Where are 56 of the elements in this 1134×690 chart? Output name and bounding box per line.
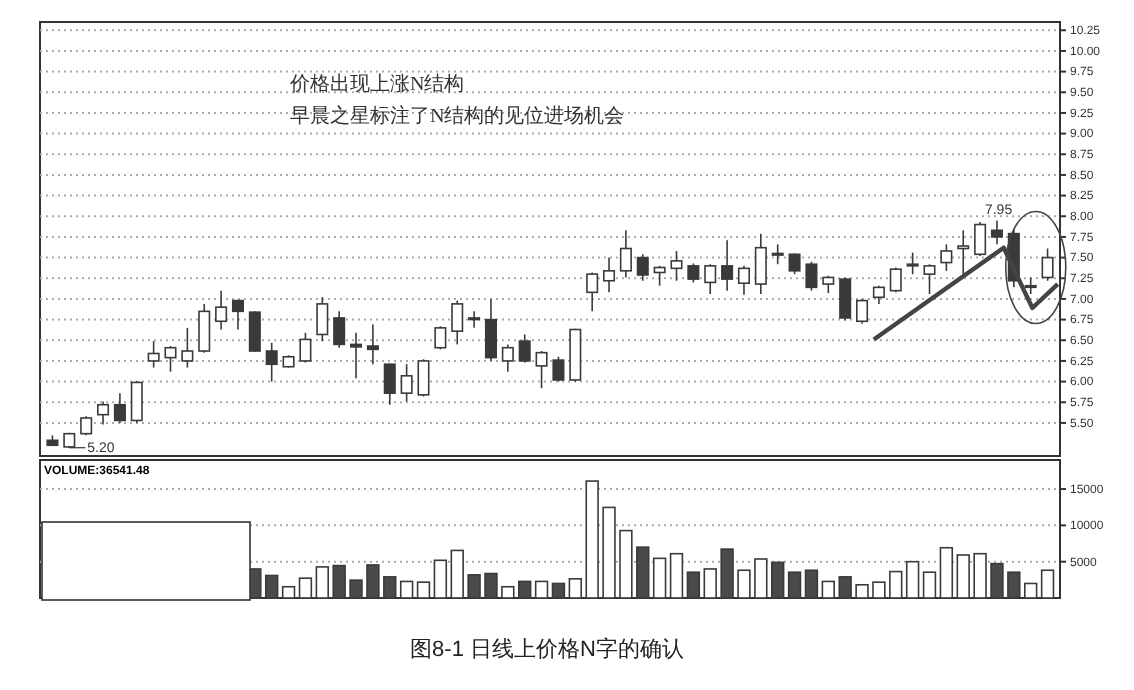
candlestick — [771, 243, 784, 266]
candlestick — [350, 332, 363, 380]
candlestick — [316, 296, 329, 342]
candlestick — [535, 350, 548, 390]
candlestick — [957, 229, 970, 275]
candlestick — [97, 400, 110, 426]
candlestick — [721, 239, 734, 292]
candlestick — [518, 333, 531, 364]
candlestick — [889, 266, 902, 294]
candlestick — [906, 251, 919, 275]
candlestick — [619, 229, 632, 279]
candlestick — [923, 263, 936, 295]
candlestick — [501, 343, 514, 373]
candlestick — [737, 265, 750, 296]
candlestick — [1041, 247, 1054, 282]
candlestick — [636, 253, 649, 282]
candlestick — [248, 310, 261, 353]
candlestick — [333, 310, 346, 349]
candlestick — [484, 298, 497, 362]
candlestick — [468, 310, 481, 329]
candlestick — [687, 262, 700, 284]
candlestick — [974, 221, 987, 257]
candlestick — [164, 345, 177, 373]
candlestick — [366, 323, 379, 366]
candlestick — [940, 243, 953, 272]
candlestick — [586, 271, 599, 313]
candlestick — [383, 362, 396, 406]
candlestick — [872, 284, 885, 305]
candlestick — [130, 380, 143, 424]
candlestick — [231, 298, 244, 331]
text: 图8-1 日线上价格N字的确认 — [410, 636, 684, 662]
candlestick — [603, 256, 616, 294]
candlestick — [1024, 276, 1037, 295]
candlestick — [147, 340, 160, 369]
candlestick — [839, 276, 852, 322]
candlestick — [704, 263, 717, 295]
candlestick — [215, 289, 228, 331]
candlestick — [80, 415, 93, 437]
candlestick — [451, 299, 464, 346]
candlestick — [198, 303, 211, 354]
candlestick — [417, 358, 430, 398]
candlestick — [113, 392, 126, 424]
candlestick — [653, 265, 666, 287]
candlestick — [265, 341, 278, 383]
candlestick — [856, 298, 869, 325]
annotation: 早晨之星标注了N结构的见位进场机会 — [290, 104, 625, 128]
candlestick — [754, 232, 767, 295]
candlestick — [552, 356, 565, 383]
candlestick — [181, 327, 194, 369]
candlestick — [990, 219, 1003, 246]
candlestick — [805, 260, 818, 292]
candlestick — [400, 363, 413, 403]
candlestick — [788, 252, 801, 275]
candlestick — [299, 332, 312, 364]
annotation: 价格出现上涨N结构 — [288, 72, 465, 96]
candlestick — [670, 250, 683, 282]
